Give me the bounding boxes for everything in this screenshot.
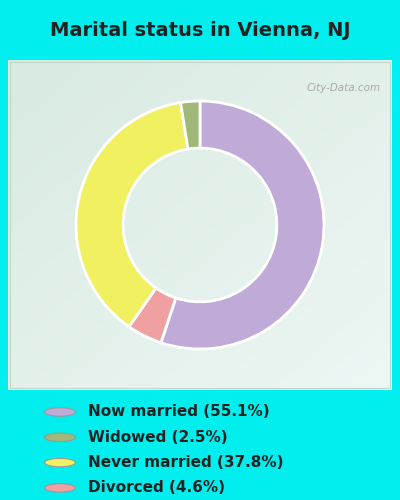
Wedge shape <box>181 101 200 149</box>
Wedge shape <box>161 101 324 349</box>
Wedge shape <box>129 288 176 343</box>
Text: Marital status in Vienna, NJ: Marital status in Vienna, NJ <box>50 20 350 40</box>
Text: Divorced (4.6%): Divorced (4.6%) <box>88 480 225 496</box>
Circle shape <box>44 484 76 492</box>
Wedge shape <box>76 102 188 326</box>
Circle shape <box>44 458 76 467</box>
Text: Never married (37.8%): Never married (37.8%) <box>88 455 284 470</box>
Circle shape <box>44 433 76 442</box>
Circle shape <box>44 408 76 416</box>
Text: Now married (55.1%): Now married (55.1%) <box>88 404 270 419</box>
Text: City-Data.com: City-Data.com <box>306 83 380 93</box>
Text: Widowed (2.5%): Widowed (2.5%) <box>88 430 228 445</box>
